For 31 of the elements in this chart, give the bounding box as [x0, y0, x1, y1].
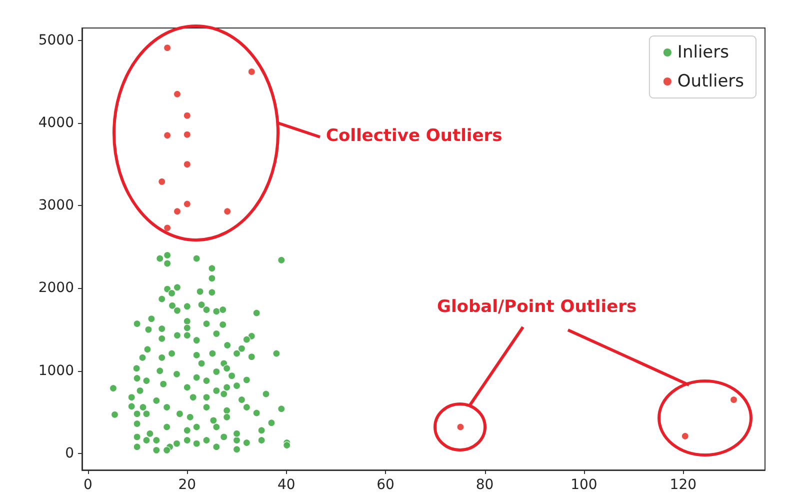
point — [183, 112, 191, 120]
point — [158, 178, 166, 186]
x-tick-label: 120 — [670, 477, 697, 493]
x-tick-label: 40 — [277, 477, 296, 493]
legend-label: Outliers — [677, 72, 744, 92]
y-tick-label: 4000 — [38, 115, 74, 132]
y-tick-label: 2000 — [38, 280, 74, 296]
y-tick-label: 1000 — [38, 362, 74, 379]
y-tick-label: 0 — [65, 445, 74, 462]
point — [183, 200, 191, 208]
annotation: Collective Outliers — [326, 126, 502, 146]
point — [173, 90, 182, 98]
point — [173, 208, 182, 216]
point — [164, 224, 172, 232]
point — [183, 130, 191, 138]
point — [681, 432, 689, 440]
point — [224, 208, 232, 216]
annotation: Global/Point Outliers — [437, 297, 637, 317]
y-tick-label: 3000 — [38, 198, 74, 214]
point — [183, 160, 191, 168]
x-tick-label: 100 — [570, 477, 598, 493]
point — [730, 396, 738, 404]
x-tick-label: 0 — [83, 477, 92, 493]
x-tick-label: 20 — [178, 477, 196, 493]
point — [164, 44, 172, 52]
x-tick-label: 80 — [476, 477, 494, 493]
point — [164, 132, 172, 140]
x-tick-label: 60 — [376, 477, 394, 493]
point — [248, 68, 256, 76]
y-tick-label: 5000 — [38, 32, 74, 48]
legend-label: Inliers — [677, 42, 730, 62]
